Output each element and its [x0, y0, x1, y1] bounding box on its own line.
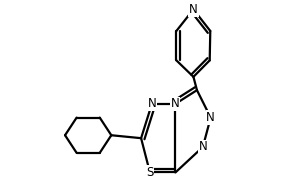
Text: N: N — [171, 97, 180, 110]
Text: N: N — [199, 141, 207, 153]
Text: N: N — [147, 97, 156, 110]
Text: N: N — [189, 3, 198, 16]
Text: N: N — [206, 111, 215, 124]
Text: S: S — [146, 166, 154, 179]
